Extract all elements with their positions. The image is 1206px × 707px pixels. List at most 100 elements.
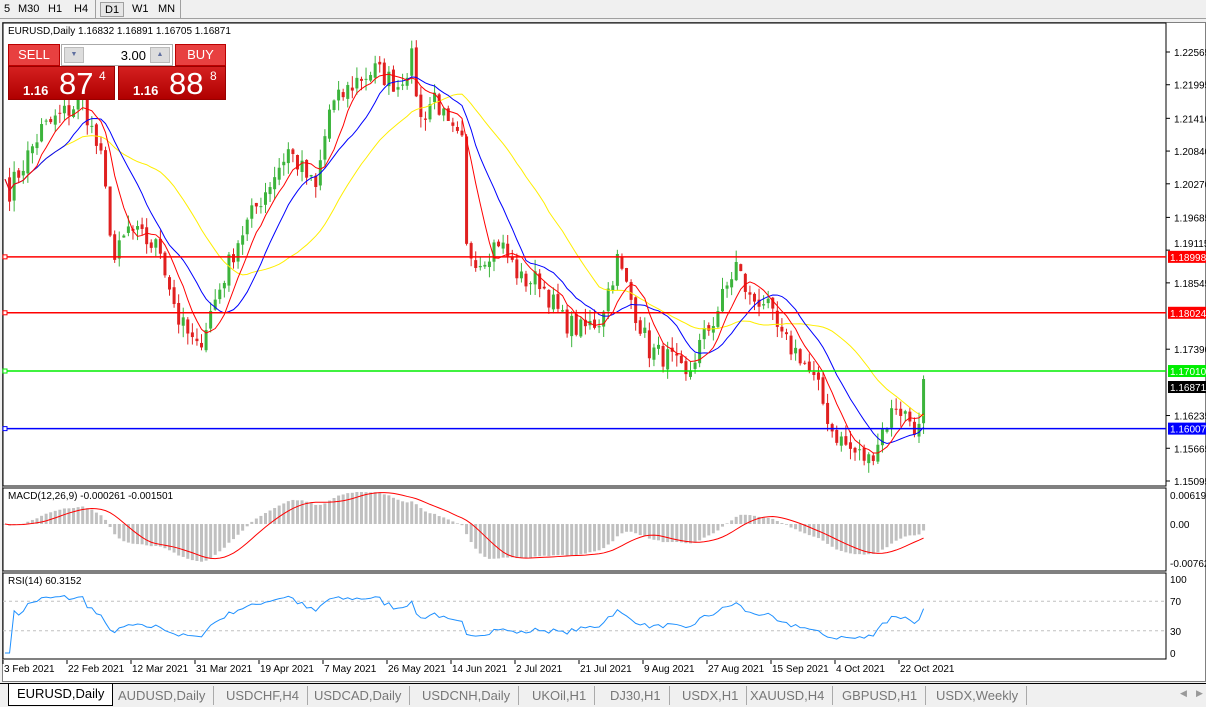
timeframe-h1[interactable]: H1 [48,3,63,15]
candle-body [542,286,546,289]
candle-body [437,94,441,115]
macd-histogram-bar [396,499,400,524]
date-label: 26 May 2021 [388,664,446,675]
candle-body [227,254,231,286]
candle-body [195,338,199,342]
lot-increase-button[interactable]: ▲ [150,47,170,63]
candle-body [314,175,318,188]
tab-xauusd-h4[interactable]: XAUUSD,H4 [742,686,834,705]
macd-histogram-bar [602,524,606,549]
tab-scroll-right-icon[interactable]: ▶ [1196,688,1203,698]
candle-body [529,283,533,285]
tab-usdchf-h4[interactable]: USDCHF,H4 [218,686,308,705]
candle-body [816,372,820,380]
macd-title: MACD(12,26,9) -0.000261 -0.001501 [8,491,174,502]
sell-button[interactable]: SELL [8,44,60,66]
macd-histogram-bar [862,524,866,555]
tab-usdcad-daily[interactable]: USDCAD,Daily [306,686,411,705]
chart-window[interactable] [2,22,1206,682]
price-tick-label: 1.22565 [1174,48,1206,59]
buy-button[interactable]: BUY [175,44,226,66]
macd-histogram-bar [798,524,802,532]
macd-histogram-bar [332,498,336,524]
macd-histogram-bar [451,521,455,524]
macd-histogram-bar [483,524,487,557]
macd-histogram-bar [250,521,254,524]
timeframe-5[interactable]: 5 [4,3,11,15]
macd-histogram-bar [515,524,519,559]
candle-body [373,63,377,78]
macd-histogram-bar [739,514,743,524]
macd-histogram-bar [917,524,921,535]
candle-body [743,273,747,292]
macd-histogram-bar [460,524,464,526]
macd-histogram-bar [337,495,341,524]
candle-body [880,429,884,446]
tab-usdx-weekly[interactable]: USDX,Weekly [928,686,1028,705]
macd-histogram-bar [286,501,290,524]
candle-body [76,98,80,110]
lot-size-field[interactable]: ▼ 3.00 ▲ [61,44,173,66]
tab-dj30-h1[interactable]: DJ30,H1 [602,686,670,705]
macd-histogram-bar [145,524,149,546]
rsi-tick-label: 30 [1170,627,1182,638]
date-label: 4 Oct 2021 [836,664,885,675]
date-label: 9 Aug 2021 [644,664,695,675]
tab-usdcnh-daily[interactable]: USDCNH,Daily [414,686,520,705]
candle-body [254,202,258,207]
timeframe-m30[interactable]: M30 [18,3,40,15]
tab-eurusd-daily[interactable]: EURUSD,Daily [8,684,114,706]
candle-body [478,265,482,268]
macd-histogram-bar [232,524,235,540]
macd-histogram-bar [163,524,167,549]
macd-histogram-bar [108,524,112,528]
macd-histogram-bar [848,524,852,554]
tab-usdx-h1[interactable]: USDX,H1 [674,686,748,705]
macd-histogram-bar [574,524,578,556]
candle-body [634,297,638,324]
macd-histogram-bar [373,492,377,524]
price-tick-label: 1.15665 [1174,444,1206,455]
macd-histogram-bar [757,516,761,524]
toolbar-separator [180,0,181,19]
candle-body [213,299,217,310]
tab-ukoil-h1[interactable]: UKOil,H1 [524,686,596,705]
lot-decrease-button[interactable]: ▼ [64,47,84,63]
candle-body [812,371,816,375]
candle-body [689,370,692,377]
candle-body [204,329,208,351]
timeframe-h4[interactable]: H4 [74,3,89,15]
candle-body [917,423,921,437]
macd-histogram-bar [21,523,25,525]
candle-body [702,327,706,340]
buy-price[interactable]: 1.16 88 8 [118,66,226,101]
price-label-bg [1168,306,1206,319]
candle-body [748,292,752,295]
macd-histogram-bar [227,524,231,543]
price-tick-label: 1.19685 [1174,213,1206,224]
candle-body [739,264,743,272]
candle-body [725,285,729,289]
candle-body [433,92,437,103]
macd-histogram-bar [533,524,537,557]
timeframe-d1[interactable]: D1 [100,2,125,17]
candle-body [547,289,551,308]
lot-value[interactable]: 3.00 [120,48,146,63]
candle-body [556,294,560,309]
candle-body [469,243,473,259]
candle-body [602,311,606,327]
tab-gbpusd-h1[interactable]: GBPUSD,H1 [834,686,927,705]
tab-audusd-daily[interactable]: AUDUSD,Daily [110,686,215,705]
macd-histogram-bar [213,524,217,555]
timeframe-mn[interactable]: MN [158,3,176,15]
tab-scroll-left-icon[interactable]: ◀ [1180,688,1187,698]
candle-body [268,187,272,195]
macd-histogram-bar [579,524,583,555]
candle-body [442,108,446,116]
macd-histogram-bar [327,500,331,524]
chart-canvas[interactable]: 1.22565 1.21995 1.21410 1.20840 1.20270 1.196… [0,0,1206,683]
timeframe-w1[interactable]: W1 [132,3,149,15]
candle-body [844,436,848,445]
candle-body [784,332,788,335]
sell-price[interactable]: 1.16 87 4 [8,66,115,101]
